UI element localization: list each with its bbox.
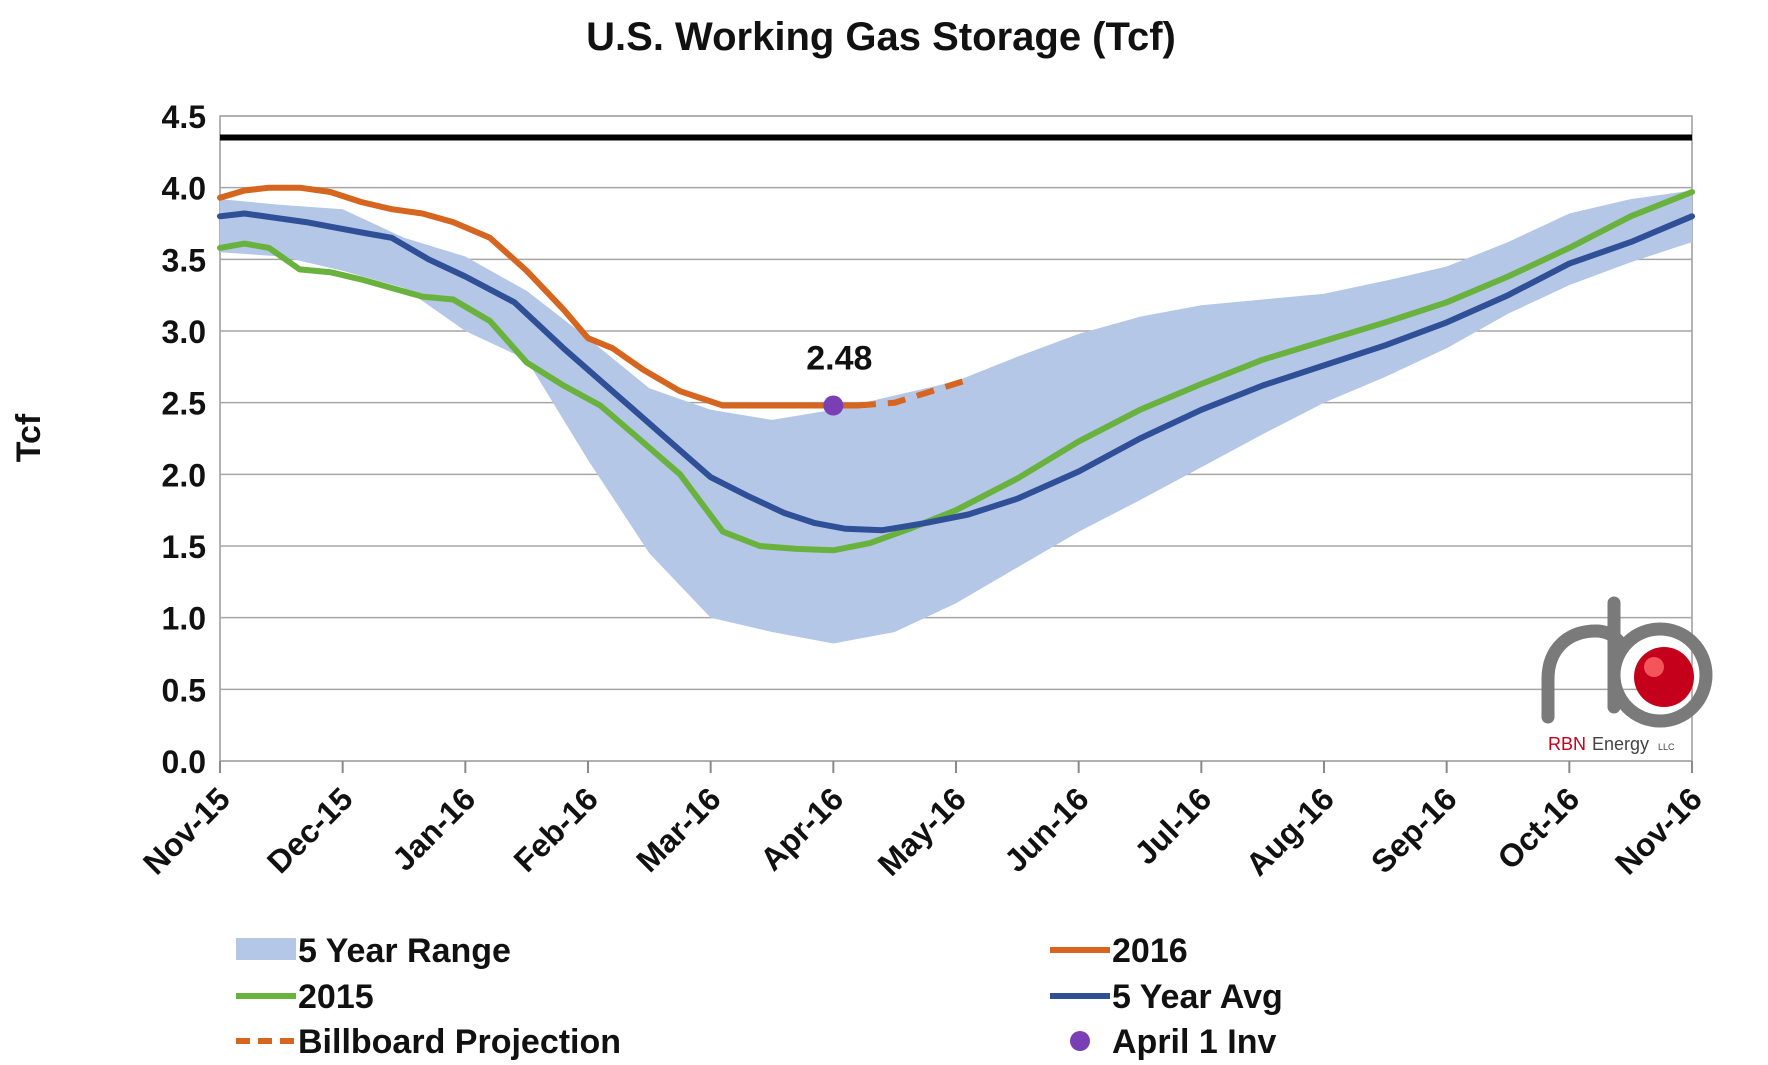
- y-tick-label: 4.5: [162, 99, 206, 135]
- y-tick-label: 2.0: [162, 457, 206, 493]
- legend-label: 2015: [298, 978, 374, 1016]
- x-tick-label: Sep-16: [1364, 780, 1464, 880]
- legend-item-2015: 2015: [236, 978, 374, 1016]
- logo-sphere-icon: [1634, 647, 1694, 707]
- logo-text-energy: Energy: [1592, 734, 1649, 754]
- x-tick-label: Feb-16: [507, 780, 605, 878]
- y-tick-label: 2.5: [162, 386, 206, 422]
- series-5-year-range-band: [220, 190, 1692, 644]
- x-tick-label: Jan-16: [385, 780, 482, 877]
- legend-label: Billboard Projection: [298, 1023, 621, 1061]
- legend-label: 2016: [1112, 932, 1188, 970]
- y-tick-label: 0.0: [162, 744, 206, 780]
- april-1-inv-label: 2.48: [806, 340, 872, 378]
- y-tick-label: 4.0: [162, 171, 206, 207]
- legend: 5 Year Range 2016 2015 5 Year Avg Billboard …: [236, 932, 1283, 1061]
- series-5-year-avg-line: [217, 210, 1695, 534]
- legend-swatch: [236, 938, 296, 960]
- series-2015-line: [217, 189, 1695, 554]
- y-tick-label: 0.5: [162, 672, 206, 708]
- legend-item-2016: 2016: [1050, 932, 1188, 970]
- logo-ring-icon: [1607, 622, 1713, 728]
- legend-label: 5 Year Range: [298, 932, 511, 970]
- y-tick-label: 3.0: [162, 314, 206, 350]
- x-tick-label: Nov-15: [136, 780, 237, 881]
- lines-layer: [217, 184, 1695, 554]
- x-tick-label: Jul-16: [1127, 780, 1218, 871]
- legend-label: April 1 Inv: [1112, 1023, 1276, 1061]
- april-1-inv-point: [823, 395, 844, 416]
- x-tick-label: Apr-16: [753, 780, 850, 877]
- legend-item-5-year-range: 5 Year Range: [236, 932, 511, 970]
- legend-swatch: [1070, 1031, 1090, 1051]
- y-axis-label: Tcf: [10, 413, 48, 462]
- plot-area: 2.48 0.0 0.5 1.0 1.5 2.0 2.5 3.0 3.5 4.0 4.5 Nov-…: [136, 99, 1709, 883]
- logo-sphere-highlight-icon: [1644, 657, 1664, 677]
- series-2016-line: [217, 184, 861, 409]
- legend-label: 5 Year Avg: [1112, 978, 1283, 1016]
- x-tick-label: Aug-16: [1239, 780, 1341, 882]
- y-tick-label: 1.5: [162, 529, 206, 565]
- x-tick-label: Jun-16: [997, 780, 1095, 878]
- x-tick-label: Mar-16: [629, 780, 727, 878]
- series-billboard-projection-line: [857, 376, 970, 409]
- x-tick-label: Nov-16: [1608, 780, 1709, 881]
- logo-text-rbn: RBN: [1548, 734, 1586, 754]
- rbn-energy-logo: RBN Energy LLC: [1541, 596, 1713, 754]
- y-tick-label: 3.5: [162, 242, 206, 278]
- x-tick-label: May-16: [871, 780, 973, 882]
- chart-title: U.S. Working Gas Storage (Tcf): [586, 15, 1176, 59]
- legend-item-5-year-avg: 5 Year Avg: [1050, 978, 1283, 1016]
- x-tick-label: Oct-16: [1490, 780, 1586, 876]
- legend-item-billboard-projection: Billboard Projection: [236, 1023, 621, 1061]
- range-layer: [220, 190, 1692, 644]
- x-axis-ticks: Nov-15 Dec-15 Jan-16 Feb-16 Mar-16 Apr-16 May-…: [136, 761, 1709, 883]
- y-tick-label: 1.0: [162, 601, 206, 637]
- annotation-layer: 2.48: [806, 340, 872, 416]
- legend-item-april-1-inv: April 1 Inv: [1070, 1023, 1276, 1061]
- x-tick-label: Dec-15: [260, 780, 360, 880]
- y-axis-ticks: 0.0 0.5 1.0 1.5 2.0 2.5 3.0 3.5 4.0 4.5: [162, 99, 206, 780]
- logo-text-suffix: LLC: [1658, 742, 1675, 752]
